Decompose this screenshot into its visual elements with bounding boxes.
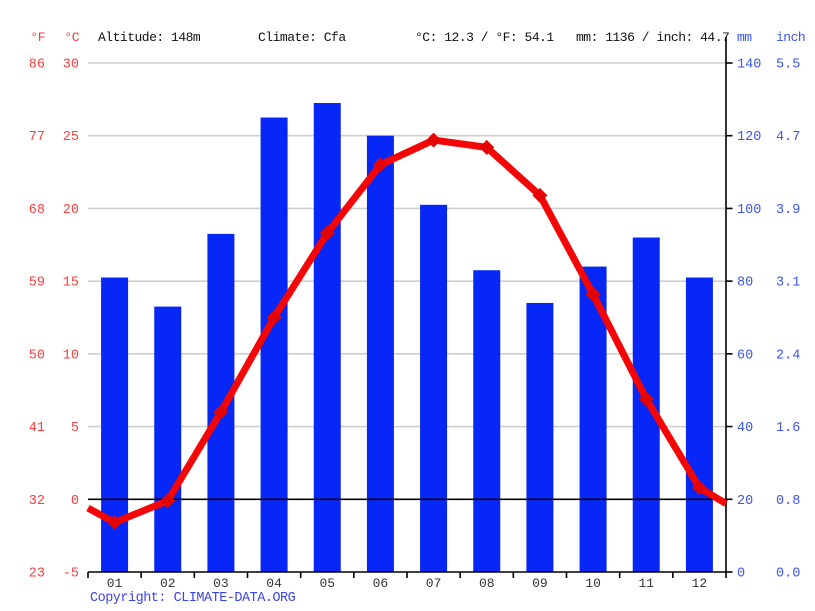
left-axis-f-label: 77	[29, 130, 45, 145]
right-axis-mm-label: 100	[737, 203, 761, 218]
right-axis-inch-label: 5.5	[776, 58, 800, 73]
right-axis-mm-label: 40	[737, 421, 753, 436]
precip-bar-04	[260, 117, 288, 573]
left-axis-f-label: 23	[29, 567, 45, 582]
temp-marker-12	[691, 480, 707, 496]
left-axis-c-label: 0	[71, 494, 79, 509]
left-axis-c-label: 25	[63, 130, 79, 145]
precip-bar-09	[526, 302, 554, 572]
temp-marker-11	[638, 391, 654, 407]
right-axis-mm-label: 120	[737, 130, 761, 145]
left-axis-c-label: 5	[71, 421, 79, 436]
temp-marker-01	[107, 515, 123, 531]
right-axis-mm-label: 140	[737, 58, 761, 73]
precip-bar-07	[420, 204, 448, 573]
right-axis-inch-label: 2.4	[776, 348, 800, 363]
right-axis-inch-header: inch	[776, 30, 806, 45]
right-axis-inch-label: 3.9	[776, 203, 800, 218]
left-axis-f-label: 86	[29, 58, 45, 73]
precip-bar-06	[366, 135, 394, 572]
temp-marker-05	[319, 225, 335, 241]
left-axis-f-label: 59	[29, 276, 45, 291]
month-label-11: 11	[638, 576, 654, 591]
month-label-04: 04	[266, 576, 282, 591]
month-label-09: 09	[532, 576, 548, 591]
left-axis-c-label: 15	[63, 276, 79, 291]
right-axis-inch-label: 0.8	[776, 494, 800, 509]
precip-bar-05	[313, 102, 341, 572]
left-axis-f-label: 32	[29, 494, 45, 509]
left-axis-c-label: 10	[63, 348, 79, 363]
right-axis-inch-label: 4.7	[776, 130, 800, 145]
left-axis-f-label: 41	[29, 421, 45, 436]
month-label-08: 08	[479, 576, 495, 591]
temp-marker-09	[532, 187, 548, 203]
month-label-02: 02	[160, 576, 176, 591]
temp-marker-03	[213, 404, 229, 420]
copyright-link[interactable]: CLIMATE-DATA.ORG	[173, 591, 296, 606]
mean-temperature-label: °C: 12.3 / °F: 54.1	[415, 30, 554, 45]
month-label-07: 07	[426, 576, 442, 591]
temp-marker-07	[426, 132, 442, 148]
right-axis-inch-label: 0.0	[776, 567, 800, 582]
month-label-05: 05	[319, 576, 335, 591]
precip-bar-12	[685, 277, 713, 572]
temp-marker-02	[160, 493, 176, 509]
month-label-03: 03	[213, 576, 229, 591]
copyright-label: Copyright:	[90, 591, 174, 606]
right-axis-mm-label: 60	[737, 348, 753, 363]
month-label-12: 12	[692, 576, 708, 591]
right-axis-inch-label: 3.1	[776, 276, 800, 291]
right-axis-mm-header: mm	[737, 30, 752, 45]
right-axis-mm-label: 80	[737, 276, 753, 291]
month-label-10: 10	[585, 576, 601, 591]
temperature-line	[86, 136, 728, 527]
copyright: Copyright: CLIMATE-DATA.ORG	[90, 591, 296, 606]
precip-bar-03	[207, 233, 235, 572]
month-label-06: 06	[373, 576, 389, 591]
left-axis-c-label: 20	[63, 203, 79, 218]
right-axis-mm-label: 20	[737, 494, 753, 509]
altitude-label: Altitude: 148m	[98, 30, 201, 45]
left-axis-celsius-header: °C	[64, 30, 79, 45]
precip-bar-08	[473, 270, 501, 572]
temp-marker-10	[585, 286, 601, 302]
annual-precipitation-label: mm: 1136 / inch: 44.7	[576, 30, 730, 45]
precip-bar-02	[154, 306, 182, 572]
temp-marker-06	[372, 157, 388, 173]
left-axis-fahrenheit-header: °F	[30, 30, 45, 45]
month-label-01: 01	[107, 576, 123, 591]
climate-classification-label: Climate: Cfa	[258, 30, 346, 45]
right-axis-mm-label: 0	[737, 567, 745, 582]
left-axis-c-label: -5	[63, 567, 79, 582]
left-axis-c-label: 30	[63, 58, 79, 73]
left-axis-f-label: 50	[29, 348, 45, 363]
temp-marker-04	[266, 310, 282, 325]
right-axis-inch-label: 1.6	[776, 421, 800, 436]
left-axis-f-label: 68	[29, 203, 45, 218]
temp-marker-08	[479, 139, 495, 155]
